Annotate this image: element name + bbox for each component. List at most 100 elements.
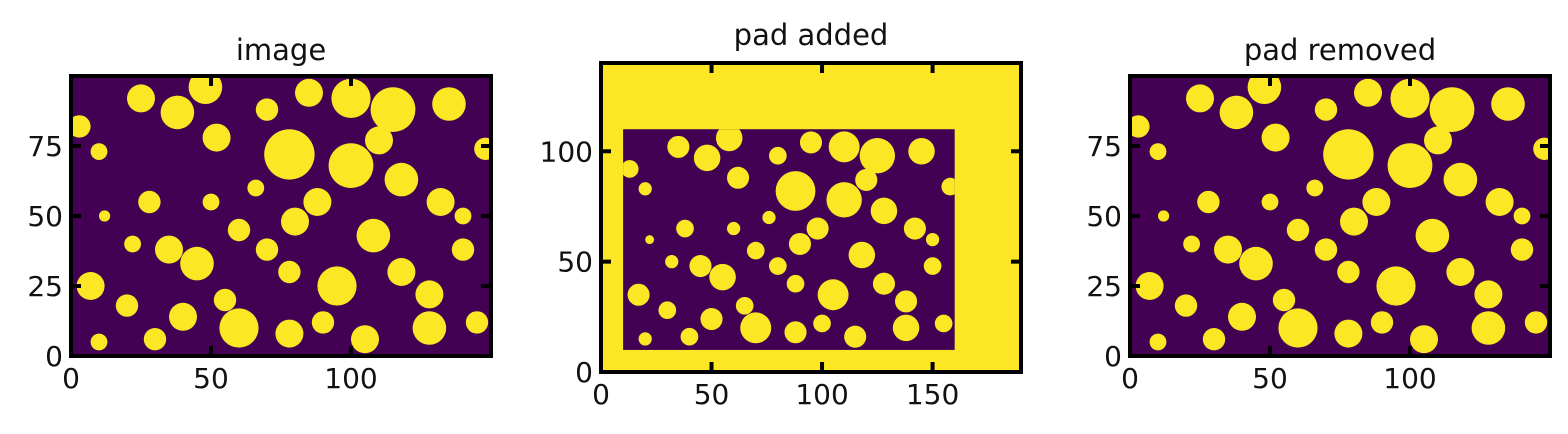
image-blob: [370, 87, 416, 132]
pad-added-blob: [645, 235, 655, 244]
pad-removed-blob: [1429, 87, 1475, 132]
image-blob: [387, 258, 416, 286]
panel-pad-removed-axes: 0 50 100 0 25 50 75: [1086, 76, 1550, 395]
image-blob: [202, 123, 231, 152]
pad-added-blob: [817, 279, 849, 311]
pad-removed-blob: [1424, 126, 1452, 155]
image-blob: [328, 143, 374, 189]
pad-added-blob: [923, 257, 942, 275]
pad-added-blob: [844, 325, 867, 348]
pad-removed-blob: [1228, 302, 1256, 331]
pad-added-y-tick-label: 50: [557, 246, 593, 279]
pad-added-blob: [828, 131, 860, 163]
pad-removed-blob: [1306, 179, 1324, 197]
pad-removed-x-tick-label: 0: [1121, 362, 1139, 395]
image-blob: [255, 98, 279, 121]
image-y-tick-label: 0: [45, 340, 63, 373]
image-blob: [278, 260, 301, 284]
panel-pad-added-frame: [599, 61, 1023, 374]
image-blob: [76, 272, 105, 300]
pad-removed-blob: [1362, 188, 1391, 216]
image-blob: [426, 188, 455, 216]
pad-removed-blob: [1186, 84, 1214, 113]
pad-added-blob: [848, 241, 876, 269]
pad-removed-blob: [1337, 260, 1360, 284]
image-blob: [412, 311, 447, 345]
pad-added-blob: [689, 255, 712, 278]
panel-pad-removed: pad removed 0 50 100 0 25 50 75: [1086, 33, 1552, 395]
pad-added-blob: [895, 290, 918, 313]
pad-added-x-tick-label: 0: [592, 378, 610, 411]
image-blob: [351, 325, 379, 354]
pad-added-blob: [746, 241, 765, 260]
panel-pad-added-title: pad added: [734, 18, 889, 52]
pad-added-blob: [667, 135, 690, 158]
pad-added-blob: [623, 160, 639, 178]
pad-removed-y-tick-label: 50: [1086, 200, 1122, 233]
pad-removed-blob: [1219, 95, 1254, 130]
image-blob: [281, 207, 309, 236]
pad-added-blob: [715, 129, 743, 152]
image-blob: [219, 308, 259, 348]
pad-removed-blob: [1510, 238, 1534, 261]
panel-image-blobs: [71, 76, 491, 354]
pad-removed-blob: [1197, 190, 1220, 214]
pad-added-blob: [658, 301, 677, 320]
pad-added-blob: [693, 144, 721, 172]
pad-removed-blob: [1314, 98, 1338, 121]
pad-removed-blob: [1446, 258, 1475, 286]
image-blob: [474, 137, 491, 160]
image-blob: [303, 188, 332, 216]
pad-added-blob: [903, 217, 926, 240]
pad-added-blob: [925, 232, 940, 247]
pad-removed-blob: [1524, 311, 1548, 334]
image-blob: [295, 78, 323, 107]
pad-added-blob: [784, 321, 807, 344]
pad-removed-x-tick-label: 50: [1252, 362, 1288, 395]
image-blob: [365, 126, 393, 155]
pad-removed-blob: [1376, 266, 1416, 306]
image-blob: [138, 190, 161, 214]
pad-removed-blob: [1323, 129, 1374, 180]
panel-pad-removed-blobs: [1130, 76, 1550, 354]
pad-added-blob: [806, 217, 829, 240]
image-blob: [99, 210, 111, 222]
pad-removed-blob: [1485, 188, 1514, 216]
image-blob: [275, 319, 304, 348]
pad-removed-blob: [1130, 115, 1150, 138]
image-x-tick-label: 0: [62, 362, 80, 395]
pad-removed-blob: [1443, 162, 1478, 197]
image-blob: [247, 179, 265, 197]
image-blob: [311, 311, 335, 334]
pad-added-blob: [676, 219, 694, 238]
pad-removed-y-tick-label: 0: [1104, 340, 1122, 373]
pad-added-blob: [735, 296, 754, 315]
pad-removed-blob: [1261, 193, 1279, 211]
image-x-tick-label: 100: [324, 362, 377, 395]
pad-removed-x-tick-label: 100: [1383, 362, 1436, 395]
pad-removed-blob: [1149, 143, 1167, 161]
image-blob: [317, 266, 357, 306]
pad-removed-blob: [1354, 78, 1382, 107]
pad-added-blob: [727, 166, 750, 189]
pad-added-blob: [680, 327, 699, 346]
image-blob: [465, 311, 489, 334]
pad-added-blob: [859, 138, 895, 174]
pad-added-blob: [855, 168, 878, 192]
pad-added-blob: [775, 171, 816, 211]
image-blob: [227, 218, 251, 242]
pad-added-blob: [740, 312, 772, 344]
pad-removed-blob: [1261, 123, 1290, 152]
pad-removed-blob: [1202, 328, 1226, 351]
pad-removed-blob: [1370, 311, 1394, 334]
image-blob: [127, 84, 155, 113]
pad-removed-blob: [1334, 319, 1363, 348]
image-blob: [356, 218, 391, 253]
pad-added-x-tick-label: 150: [906, 378, 959, 411]
panel-pad-added: pad added 0 50 100 150 0 50 100: [540, 18, 1023, 411]
image-y-tick-label: 25: [27, 270, 63, 303]
image-blob: [169, 302, 197, 331]
image-y-tick-label: 50: [27, 200, 63, 233]
pad-removed-blob: [1239, 246, 1273, 281]
